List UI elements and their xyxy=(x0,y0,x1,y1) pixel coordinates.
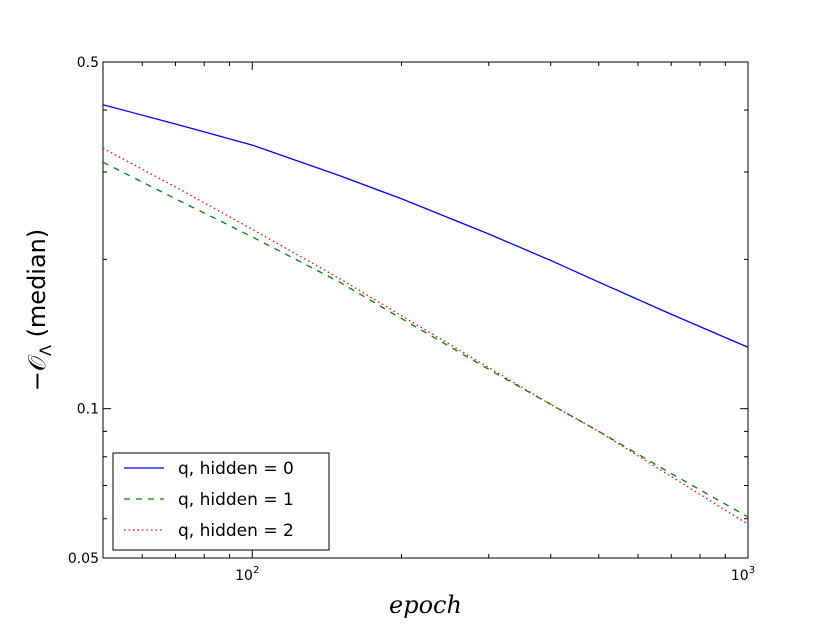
x-tick-label-exponent: 2 xyxy=(253,565,259,576)
x-tick-label-base: 10 xyxy=(235,568,253,584)
x-tick-label: 102 xyxy=(235,565,259,584)
legend-label-0: q, hidden = 0 xyxy=(178,459,294,479)
y-axis-title-suffix: (median) xyxy=(23,229,51,345)
y-axis-title-prefix: −𝒪 xyxy=(23,354,51,391)
x-tick-label-base: 10 xyxy=(731,568,749,584)
ticks xyxy=(102,61,749,559)
y-axis-title-subscript: Λ xyxy=(36,345,55,356)
x-tick-label-exponent: 3 xyxy=(749,565,755,576)
legend-label-2: q, hidden = 2 xyxy=(178,521,294,541)
legend: q, hidden = 0 q, hidden = 1 q, hidden = … xyxy=(112,452,330,551)
series-line-1 xyxy=(102,161,749,518)
x-axis-title: epoch xyxy=(389,591,462,619)
legend-box xyxy=(112,452,330,551)
series-line-0 xyxy=(102,104,749,348)
y-axis-title: −𝒪Λ (median) xyxy=(23,229,55,392)
y-tick-label: 0.5 xyxy=(77,55,99,71)
y-tick-label: 0.05 xyxy=(68,551,99,567)
series-group xyxy=(102,104,749,525)
legend-label-1: q, hidden = 1 xyxy=(178,490,294,510)
x-tick-label: 103 xyxy=(731,565,755,584)
y-tick-label: 0.1 xyxy=(77,402,99,418)
